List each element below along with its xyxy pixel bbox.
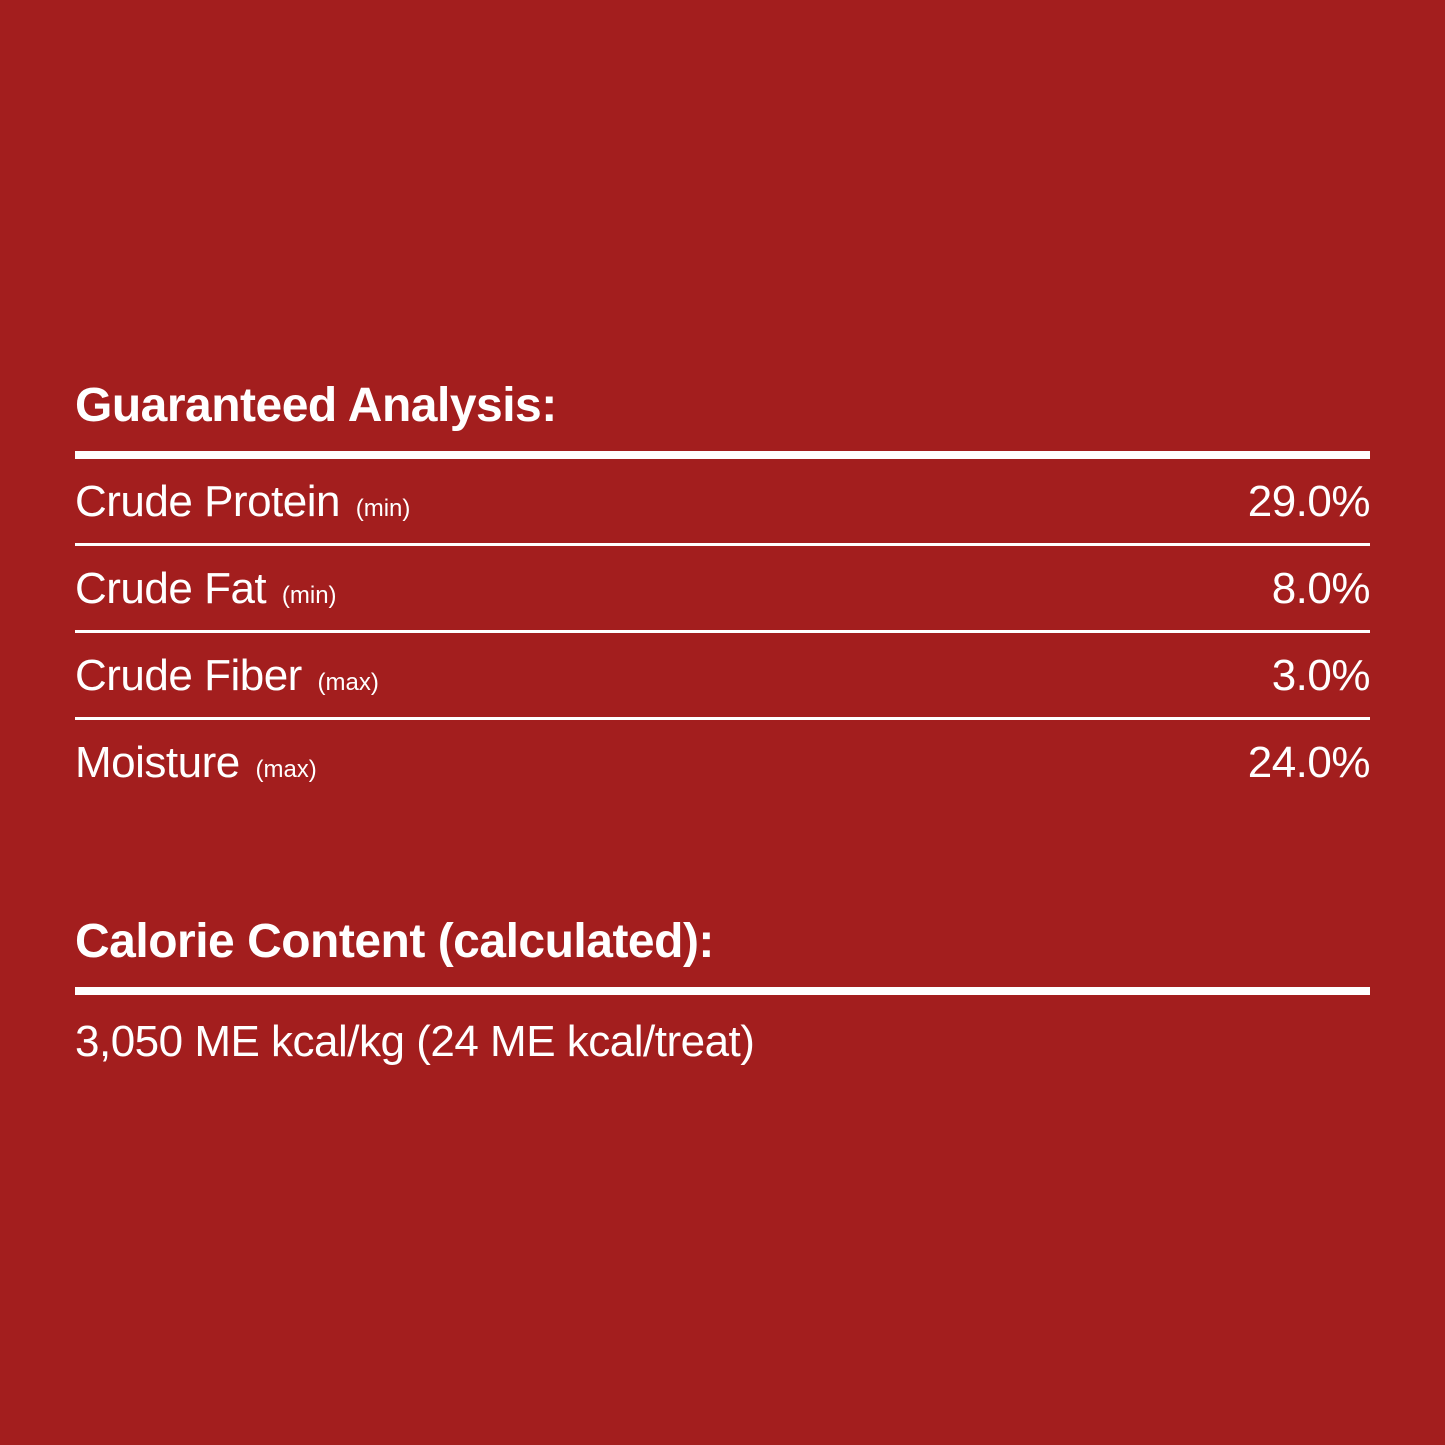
analysis-thick-divider: [75, 451, 1370, 459]
analysis-row-label: Moisture: [75, 738, 251, 787]
calorie-title: Calorie Content (calculated):: [75, 914, 1370, 969]
analysis-row: Crude Fat (min) 8.0%: [75, 546, 1370, 630]
analysis-row: Moisture (max) 24.0%: [75, 720, 1370, 804]
analysis-row-label: Crude Protein: [75, 477, 352, 526]
analysis-row-qualifier: (max): [318, 669, 379, 696]
guaranteed-analysis-section: Guaranteed Analysis: Crude Protein (min)…: [75, 378, 1370, 804]
analysis-row-left: Crude Protein (min): [75, 477, 410, 527]
analysis-row-qualifier: (min): [282, 582, 337, 609]
analysis-row-value: 8.0%: [1272, 564, 1370, 614]
analysis-row-value: 3.0%: [1272, 651, 1370, 701]
analysis-row-label: Crude Fat: [75, 564, 278, 613]
analysis-row-left: Moisture (max): [75, 738, 317, 788]
analysis-title: Guaranteed Analysis:: [75, 378, 1370, 433]
analysis-row-left: Crude Fiber (max): [75, 651, 379, 701]
analysis-rows-container: Crude Protein (min) 29.0% Crude Fat (min) 8…: [75, 459, 1370, 804]
calorie-content-section: Calorie Content (calculated): 3,050 ME k…: [75, 914, 1370, 1067]
calorie-thick-divider: [75, 987, 1370, 995]
analysis-row-value: 29.0%: [1248, 477, 1370, 527]
analysis-row-qualifier: (max): [255, 756, 316, 783]
calorie-text: 3,050 ME kcal/kg (24 ME kcal/treat): [75, 995, 1370, 1067]
analysis-row-left: Crude Fat (min): [75, 564, 337, 614]
analysis-row-value: 24.0%: [1248, 738, 1370, 788]
analysis-row-label: Crude Fiber: [75, 651, 314, 700]
analysis-row-qualifier: (min): [356, 495, 411, 522]
analysis-row: Crude Fiber (max) 3.0%: [75, 633, 1370, 717]
analysis-row: Crude Protein (min) 29.0%: [75, 459, 1370, 543]
